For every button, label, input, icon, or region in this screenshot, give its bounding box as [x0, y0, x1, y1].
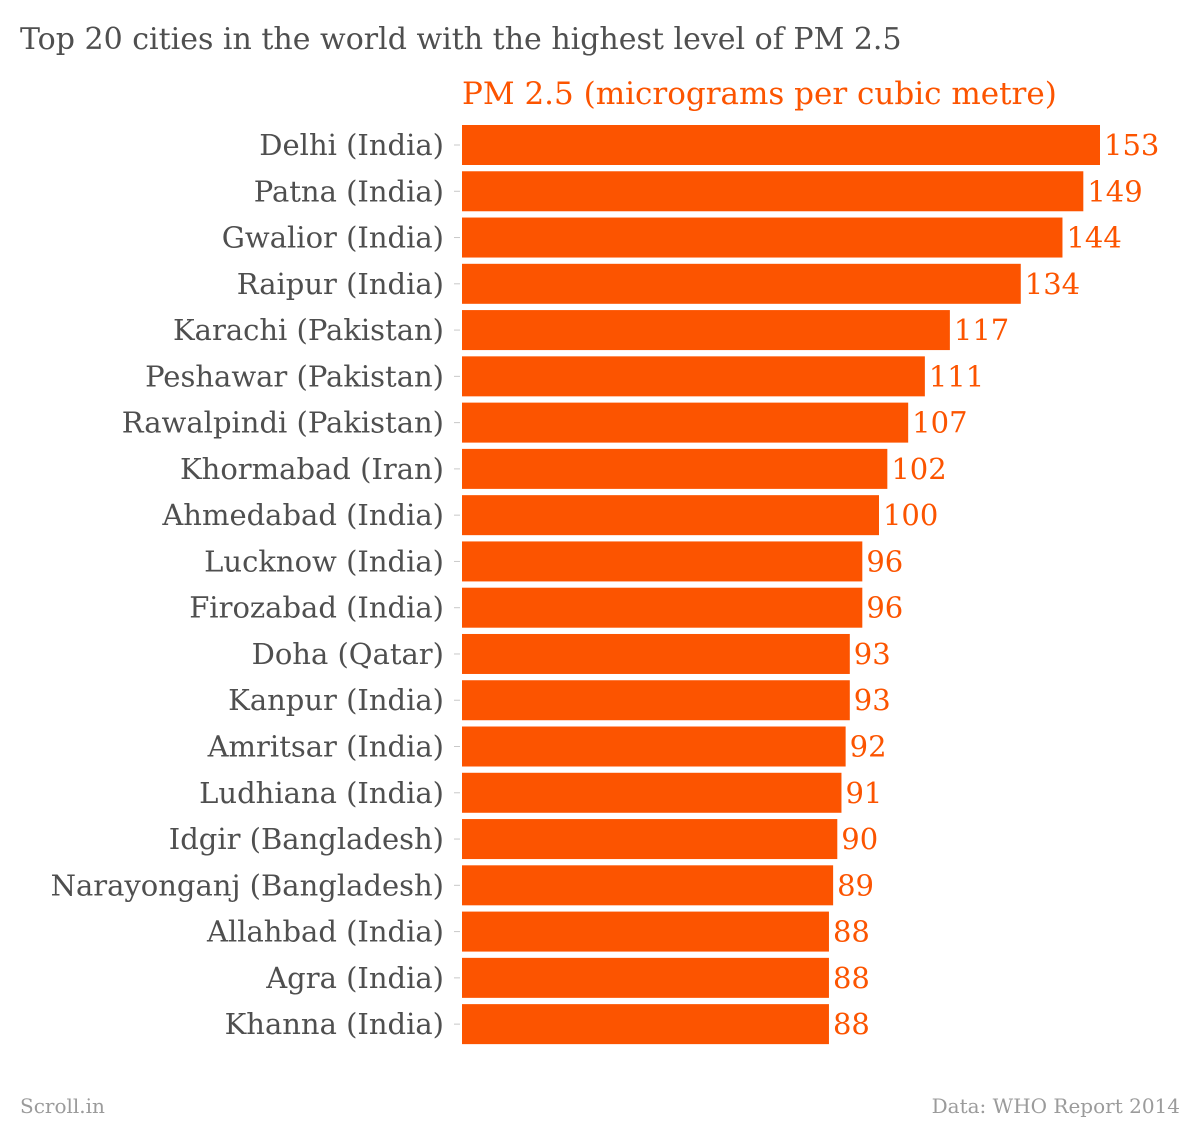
chart-title: Top 20 cities in the world with the high…	[20, 22, 902, 57]
category-label: Lucknow (India)	[204, 544, 444, 578]
bar	[462, 633, 850, 674]
footer-brand: Scroll.in	[20, 1094, 105, 1118]
category-label: Ludhiana (India)	[199, 776, 444, 810]
category-label: Firozabad (India)	[189, 591, 444, 625]
bar	[462, 217, 1063, 258]
value-label: 117	[954, 313, 1009, 347]
value-label: 93	[854, 683, 891, 717]
value-label: 90	[841, 822, 878, 856]
value-label: 88	[833, 915, 870, 949]
category-label: Raipur (India)	[237, 267, 444, 301]
category-label: Khanna (India)	[225, 1007, 444, 1041]
value-label: 96	[866, 544, 903, 578]
bar	[462, 957, 829, 998]
series-label: PM 2.5 (micrograms per cubic metre)	[462, 76, 1057, 112]
value-label: 149	[1087, 174, 1142, 208]
bar	[462, 263, 1021, 304]
bar	[462, 448, 888, 489]
value-label: 111	[929, 359, 984, 393]
value-label: 88	[833, 961, 870, 995]
category-label: Amritsar (India)	[207, 730, 444, 764]
value-label: 102	[891, 452, 946, 486]
category-label: Idgir (Bangladesh)	[169, 822, 444, 856]
bar	[462, 911, 829, 952]
bar	[462, 819, 838, 860]
category-label: Kanpur (India)	[228, 683, 444, 717]
value-label: 88	[833, 1007, 870, 1041]
bar	[462, 495, 879, 536]
category-label: Khormabad (Iran)	[180, 452, 444, 486]
value-label: 93	[854, 637, 891, 671]
bar	[462, 310, 950, 351]
value-label: 91	[845, 776, 882, 810]
category-label: Peshawar (Pakistan)	[145, 359, 444, 393]
bar	[462, 125, 1100, 165]
bar	[462, 865, 834, 906]
category-label: Narayonganj (Bangladesh)	[51, 868, 444, 902]
category-label: Rawalpindi (Pakistan)	[122, 406, 444, 440]
bar	[462, 587, 863, 628]
bar	[462, 402, 909, 443]
value-label: 134	[1025, 267, 1080, 301]
category-label: Ahmedabad (India)	[161, 498, 444, 532]
value-label: 96	[866, 591, 903, 625]
category-label: Allahbad (India)	[206, 915, 444, 949]
bar	[462, 171, 1084, 212]
value-label: 144	[1066, 221, 1121, 255]
value-label: 100	[883, 498, 938, 532]
value-label: 107	[912, 406, 967, 440]
value-label: 153	[1104, 128, 1159, 162]
bar	[462, 1004, 829, 1045]
bar	[462, 726, 846, 767]
value-label: 92	[850, 730, 887, 764]
bar	[462, 772, 842, 813]
category-label: Agra (India)	[265, 961, 444, 995]
category-label: Patna (India)	[254, 174, 444, 208]
category-label: Doha (Qatar)	[252, 637, 444, 671]
bar	[462, 356, 925, 397]
bar	[462, 541, 863, 582]
category-label: Gwalior (India)	[222, 221, 444, 255]
bar	[462, 680, 850, 721]
category-label: Delhi (India)	[259, 128, 444, 162]
value-label: 89	[837, 868, 874, 902]
footer-source: Data: WHO Report 2014	[931, 1094, 1180, 1118]
category-label: Karachi (Pakistan)	[173, 313, 444, 347]
